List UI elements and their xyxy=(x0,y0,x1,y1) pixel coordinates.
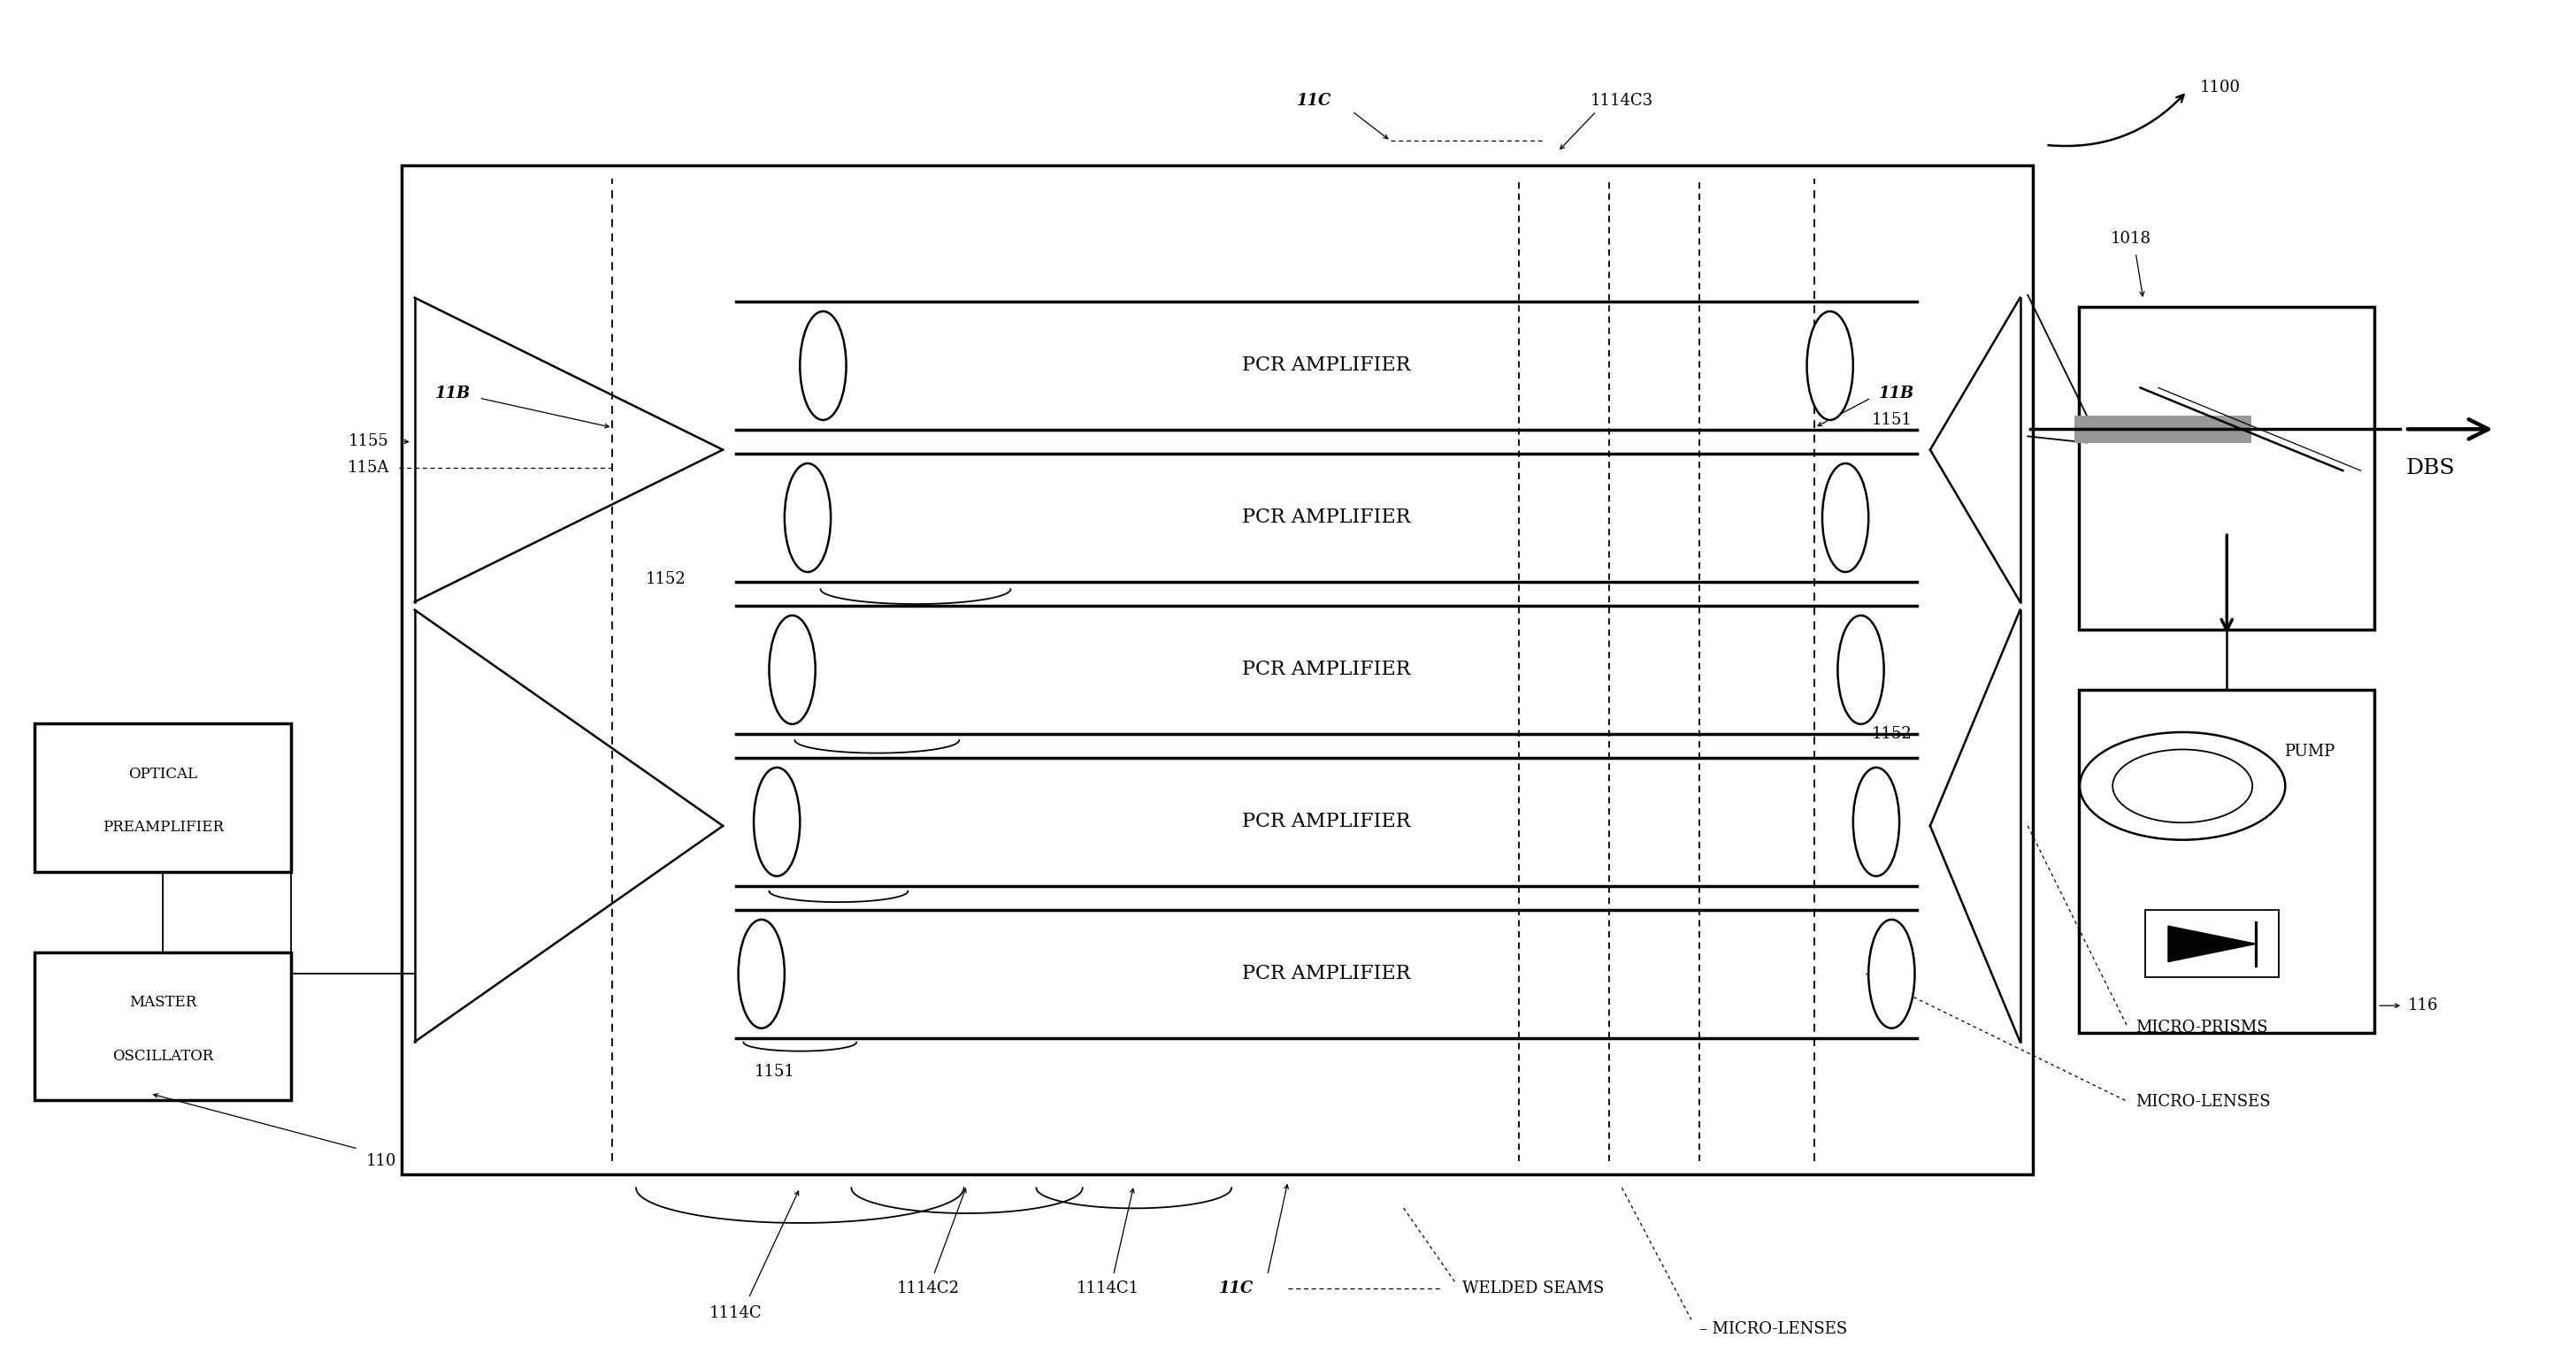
Ellipse shape xyxy=(786,463,832,572)
Bar xyxy=(2146,911,2280,977)
Text: 1155: 1155 xyxy=(348,434,389,449)
Bar xyxy=(2074,415,2251,442)
Ellipse shape xyxy=(1821,463,1868,572)
Circle shape xyxy=(2079,732,2285,840)
Text: 11C: 11C xyxy=(1218,1281,1255,1296)
Text: DBS: DBS xyxy=(2406,457,2455,478)
Ellipse shape xyxy=(755,767,801,877)
Ellipse shape xyxy=(801,311,845,419)
Text: PREAMPLIFIER: PREAMPLIFIER xyxy=(103,820,224,835)
Text: PCR AMPLIFIER: PCR AMPLIFIER xyxy=(1242,660,1412,679)
Text: WELDED SEAMS: WELDED SEAMS xyxy=(1463,1281,1605,1296)
Ellipse shape xyxy=(1837,616,1883,724)
Text: 11B: 11B xyxy=(435,386,471,402)
Text: 1152: 1152 xyxy=(647,571,685,587)
Text: 1114C3: 1114C3 xyxy=(1589,92,1654,108)
Text: 1100: 1100 xyxy=(2200,80,2241,95)
Text: 1114C: 1114C xyxy=(708,1306,762,1321)
Ellipse shape xyxy=(739,920,786,1028)
Text: 110: 110 xyxy=(366,1153,397,1169)
Bar xyxy=(2079,306,2375,629)
Text: OSCILLATOR: OSCILLATOR xyxy=(113,1049,214,1063)
Text: 1152: 1152 xyxy=(1870,725,1911,741)
Text: OPTICAL: OPTICAL xyxy=(129,766,198,782)
Bar xyxy=(402,165,2032,1174)
Text: PCR AMPLIFIER: PCR AMPLIFIER xyxy=(1242,356,1412,375)
Text: PCR AMPLIFIER: PCR AMPLIFIER xyxy=(1242,507,1412,528)
Bar xyxy=(33,953,291,1100)
Text: PCR AMPLIFIER: PCR AMPLIFIER xyxy=(1242,812,1412,832)
Ellipse shape xyxy=(1806,311,1852,419)
Text: 11C: 11C xyxy=(1296,92,1332,108)
Text: 1114C2: 1114C2 xyxy=(896,1281,961,1296)
Text: – MICRO-LENSES: – MICRO-LENSES xyxy=(1700,1321,1847,1337)
Ellipse shape xyxy=(1868,920,1914,1028)
Text: PUMP: PUMP xyxy=(2285,744,2334,759)
Bar xyxy=(33,724,291,871)
Ellipse shape xyxy=(770,616,817,724)
Text: 116: 116 xyxy=(2409,997,2439,1013)
Text: 1114C1: 1114C1 xyxy=(1077,1281,1139,1296)
Text: MICRO-LENSES: MICRO-LENSES xyxy=(2136,1093,2269,1109)
Ellipse shape xyxy=(1852,767,1899,877)
Text: MICRO-PRISMS: MICRO-PRISMS xyxy=(2136,1020,2267,1035)
Text: MASTER: MASTER xyxy=(129,996,196,1011)
Text: 1018: 1018 xyxy=(2110,231,2151,248)
Text: 115A: 115A xyxy=(348,460,389,476)
Polygon shape xyxy=(2169,925,2257,962)
Text: PCR AMPLIFIER: PCR AMPLIFIER xyxy=(1242,965,1412,984)
Text: 1151: 1151 xyxy=(1870,413,1911,428)
Text: 1151: 1151 xyxy=(755,1063,793,1080)
Bar xyxy=(2079,690,2375,1034)
Text: 11B: 11B xyxy=(1878,386,1914,402)
